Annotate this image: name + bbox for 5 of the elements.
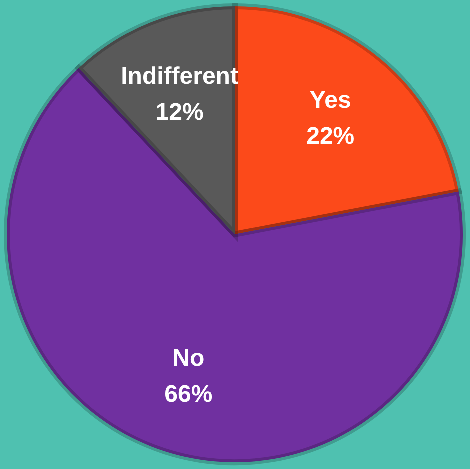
data-label: 12% (156, 99, 204, 126)
slice-label: Yes (310, 86, 352, 114)
data-label: 22% (306, 122, 355, 150)
slice-label: No (172, 345, 205, 372)
data-label: 66% (164, 381, 213, 408)
